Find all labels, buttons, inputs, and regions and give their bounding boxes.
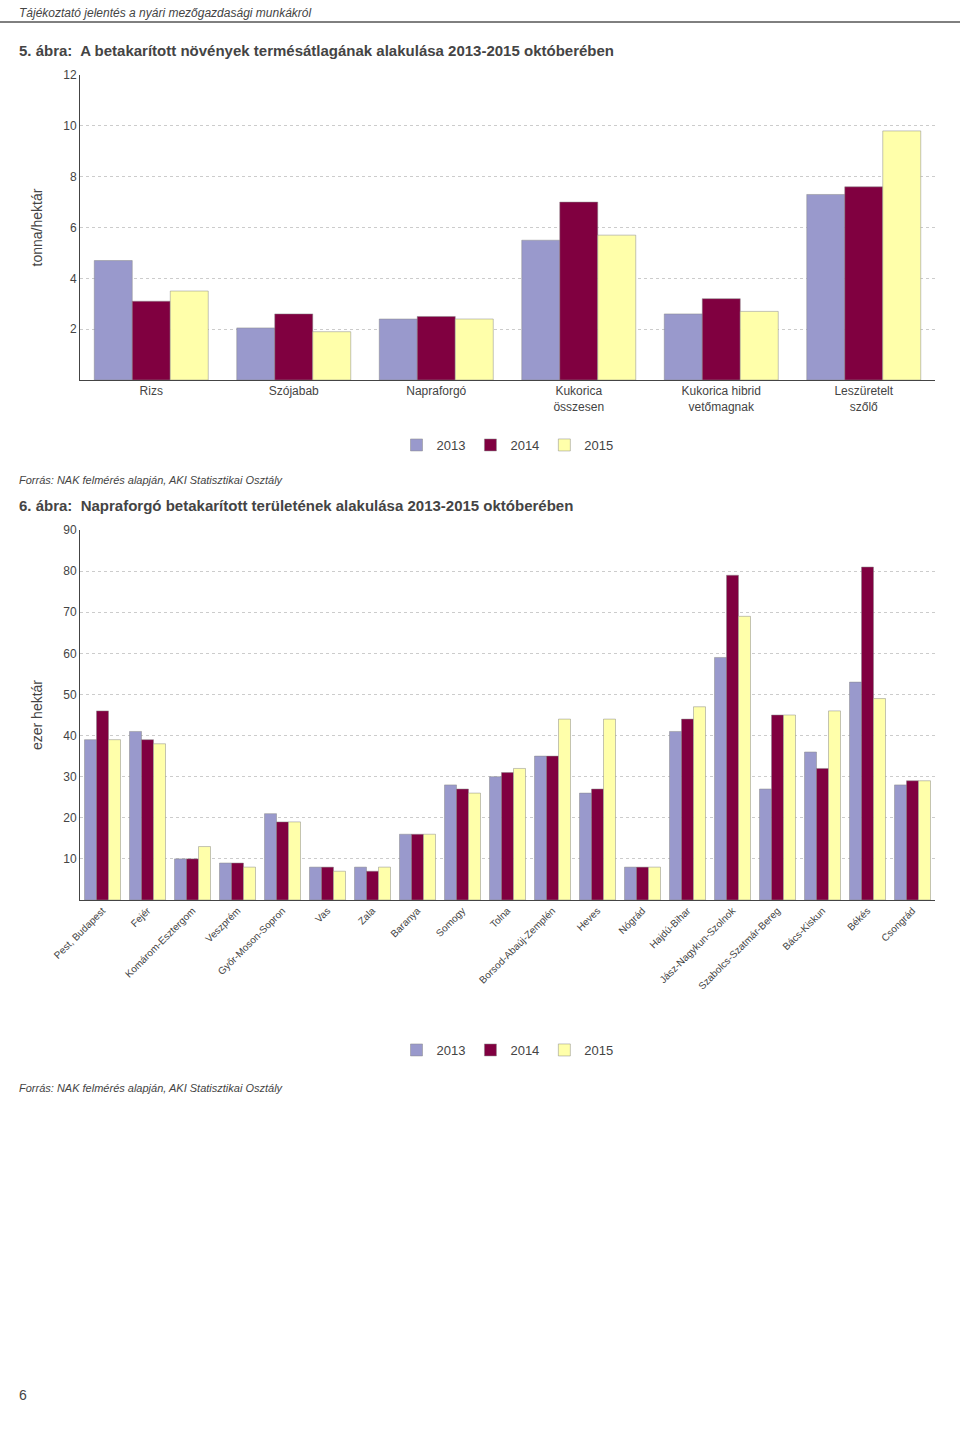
svg-text:Forrás: NAK felmérés alapján,: Forrás: NAK felmérés alapján, AKI Statis… [19, 474, 284, 486]
svg-text:2014: 2014 [510, 1043, 539, 1058]
svg-text:2013: 2013 [437, 438, 466, 453]
svg-text:tonna/hektár: tonna/hektár [29, 188, 45, 266]
svg-text:2: 2 [70, 322, 77, 336]
svg-text:Pest, Budapest: Pest, Budapest [52, 905, 108, 961]
svg-text:80: 80 [63, 564, 77, 578]
svg-text:2015: 2015 [584, 438, 613, 453]
svg-text:Komárom-Esztergom: Komárom-Esztergom [123, 905, 198, 980]
svg-text:6: 6 [70, 221, 77, 235]
svg-text:90: 90 [63, 523, 77, 537]
svg-text:40: 40 [63, 729, 77, 743]
svg-text:70: 70 [63, 605, 77, 619]
svg-text:Leszüreteltszőlő: Leszüreteltszőlő [834, 384, 893, 414]
svg-text:10: 10 [63, 119, 77, 133]
svg-text:Napraforgó: Napraforgó [406, 384, 466, 398]
svg-text:Csongrád: Csongrád [879, 905, 917, 943]
svg-text:Tolna: Tolna [488, 905, 513, 930]
svg-text:Rizs: Rizs [140, 384, 163, 398]
svg-text:Békés: Békés [845, 905, 872, 932]
svg-text:Kukoricaösszesen: Kukoricaösszesen [553, 384, 604, 414]
svg-text:50: 50 [63, 688, 77, 702]
svg-text:Hajdú-Bihar: Hajdú-Bihar [647, 905, 693, 951]
svg-text:Borsod-Abaúj-Zemplén: Borsod-Abaúj-Zemplén [477, 905, 557, 985]
svg-text:4: 4 [70, 272, 77, 286]
svg-text:2013: 2013 [437, 1043, 466, 1058]
svg-text:5. ábra: A betakarított növén: 5. ábra: A betakarított növények termésá… [19, 42, 614, 59]
svg-text:Somogy: Somogy [434, 905, 468, 939]
svg-text:Szójabab: Szójabab [269, 384, 319, 398]
svg-text:Baranya: Baranya [388, 905, 422, 939]
svg-text:Veszprém: Veszprém [203, 905, 242, 944]
svg-text:Nógrád: Nógrád [616, 905, 647, 936]
svg-text:Szabolcs-Szatmár-Bereg: Szabolcs-Szatmár-Bereg [696, 905, 782, 991]
svg-text:30: 30 [63, 770, 77, 784]
svg-text:Tájékoztató jelentés a nyári m: Tájékoztató jelentés a nyári mezőgazdasá… [19, 6, 311, 20]
svg-text:20: 20 [63, 811, 77, 825]
svg-text:2014: 2014 [510, 438, 539, 453]
svg-text:6: 6 [19, 1387, 27, 1403]
svg-text:10: 10 [63, 852, 77, 866]
svg-text:Zala: Zala [356, 905, 378, 927]
svg-text:12: 12 [63, 68, 77, 82]
svg-text:Forrás: NAK felmérés alapján,: Forrás: NAK felmérés alapján, AKI Statis… [19, 1082, 284, 1094]
svg-text:6. ábra: Napraforgó betakarít: 6. ábra: Napraforgó betakarított terület… [19, 497, 573, 514]
svg-text:2015: 2015 [584, 1043, 613, 1058]
svg-text:Bács-Kiskun: Bács-Kiskun [780, 905, 827, 952]
svg-text:Heves: Heves [575, 905, 603, 933]
svg-text:ezer hektár: ezer hektár [29, 680, 45, 750]
svg-text:Vas: Vas [313, 905, 332, 924]
svg-text:Jász-Nagykun-Szolnok: Jász-Nagykun-Szolnok [657, 904, 738, 985]
svg-text:Kukorica hibridvetőmagnak: Kukorica hibridvetőmagnak [682, 384, 761, 414]
svg-text:Fejér: Fejér [129, 905, 153, 929]
svg-text:60: 60 [63, 647, 77, 661]
svg-text:8: 8 [70, 170, 77, 184]
svg-text:Győr-Moson-Sopron: Győr-Moson-Sopron [216, 905, 288, 977]
